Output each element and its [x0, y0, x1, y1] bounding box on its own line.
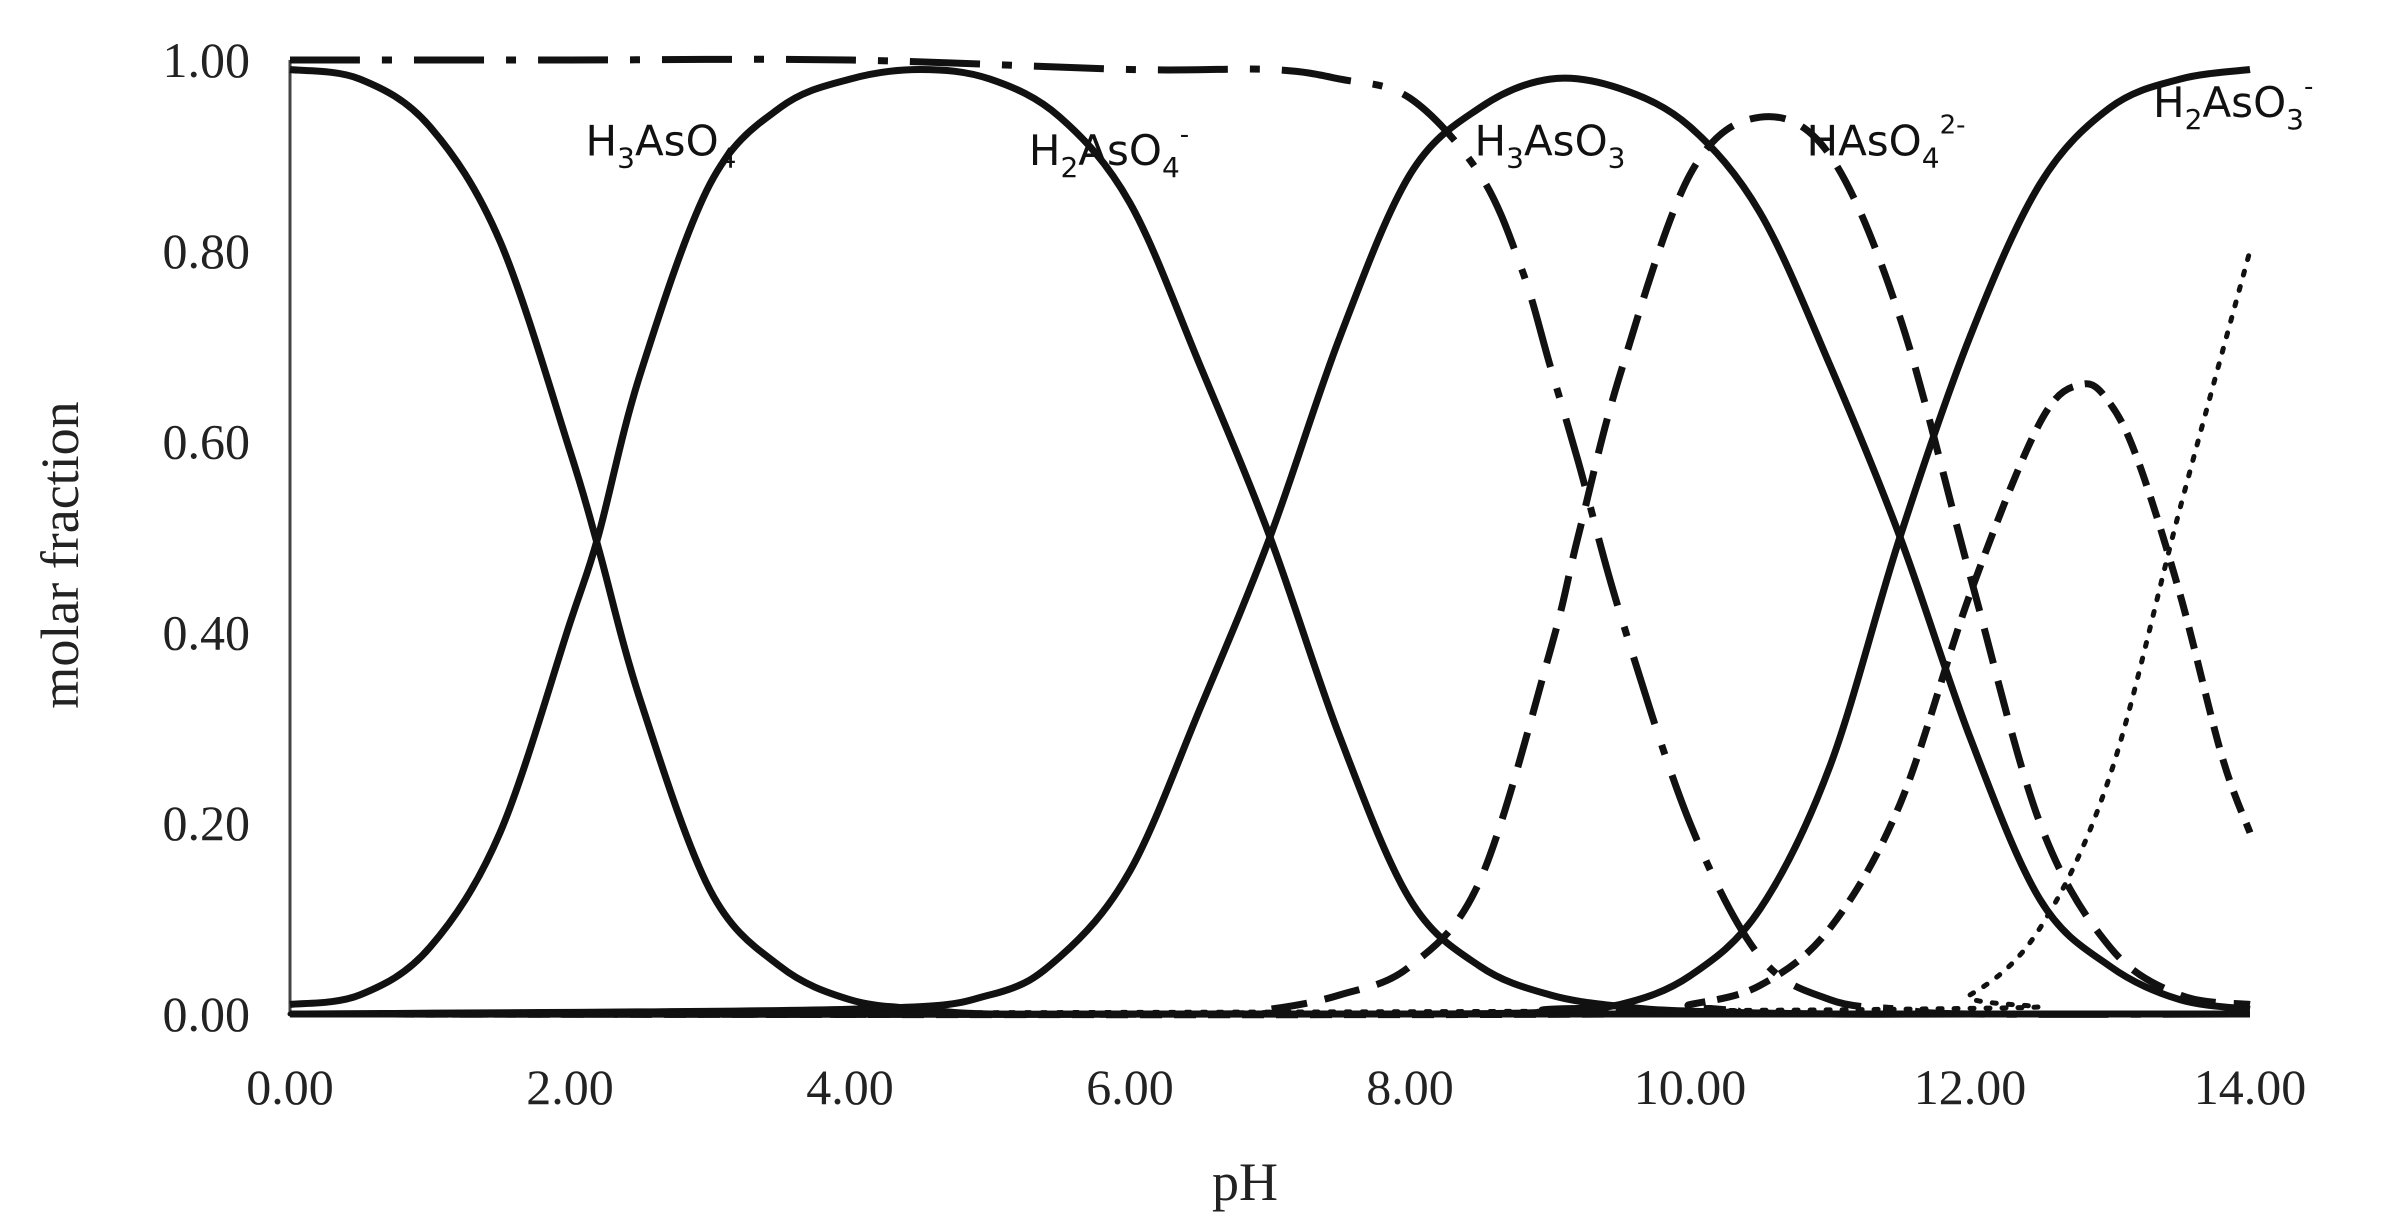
y-tick-label: 0.00: [163, 986, 251, 1042]
series-line-aso43-: [289, 66, 2251, 1018]
y-axis-label: molar fraction: [30, 401, 90, 708]
x-axis-label: pH: [1212, 1152, 1278, 1212]
series-line-h2aso3-: [289, 113, 2251, 1018]
species-labels: H3AsO4H2AsO4-H3AsO3HAsO42-H2AsO3-AsO43-A…: [586, 72, 2314, 184]
x-tick-label: 6.00: [1086, 1059, 1174, 1115]
series-line-h2aso4-: [289, 65, 2251, 1018]
y-tick-label: 0.80: [163, 223, 251, 279]
series-line-h3aso3: [290, 55, 2251, 1018]
species-label: H3AsO3: [1475, 116, 1626, 174]
species-label: H2AsO3-: [2153, 72, 2313, 136]
x-tick-label: 10.00: [1634, 1059, 1747, 1115]
series-line-aso33-: [287, 248, 2253, 1017]
species-label: H2AsO4-: [1029, 120, 1189, 184]
x-tick-label: 8.00: [1366, 1059, 1454, 1115]
x-tick-label: 2.00: [526, 1059, 614, 1115]
y-tick-label: 0.60: [163, 414, 251, 470]
series-lines: [287, 55, 2254, 1019]
series-line-haso32-: [289, 380, 2254, 1019]
series-line-h3aso4: [289, 66, 2251, 1018]
y-tick-label: 1.00: [163, 32, 251, 88]
plot-area: 0.00 2.00 4.00 6.00 8.00 10.00 12.00 14.00 0.00…: [163, 32, 2314, 1115]
x-tick-labels: 0.00 2.00 4.00 6.00 8.00 10.00 12.00 14.00: [246, 1059, 2306, 1115]
x-tick-label: 4.00: [806, 1059, 894, 1115]
y-tick-label: 0.20: [163, 795, 251, 851]
x-tick-label: 0.00: [246, 1059, 334, 1115]
y-tick-labels: 0.00 0.20 0.40 0.60 0.80 1.00: [163, 32, 251, 1042]
x-tick-label: 14.00: [2194, 1059, 2307, 1115]
y-tick-label: 0.40: [163, 604, 251, 660]
species-label: HAsO42-: [1806, 110, 1965, 174]
series-line-haso42-: [289, 74, 2251, 1018]
x-tick-label: 12.00: [1914, 1059, 2027, 1115]
species-label: H3AsO4: [586, 116, 737, 174]
